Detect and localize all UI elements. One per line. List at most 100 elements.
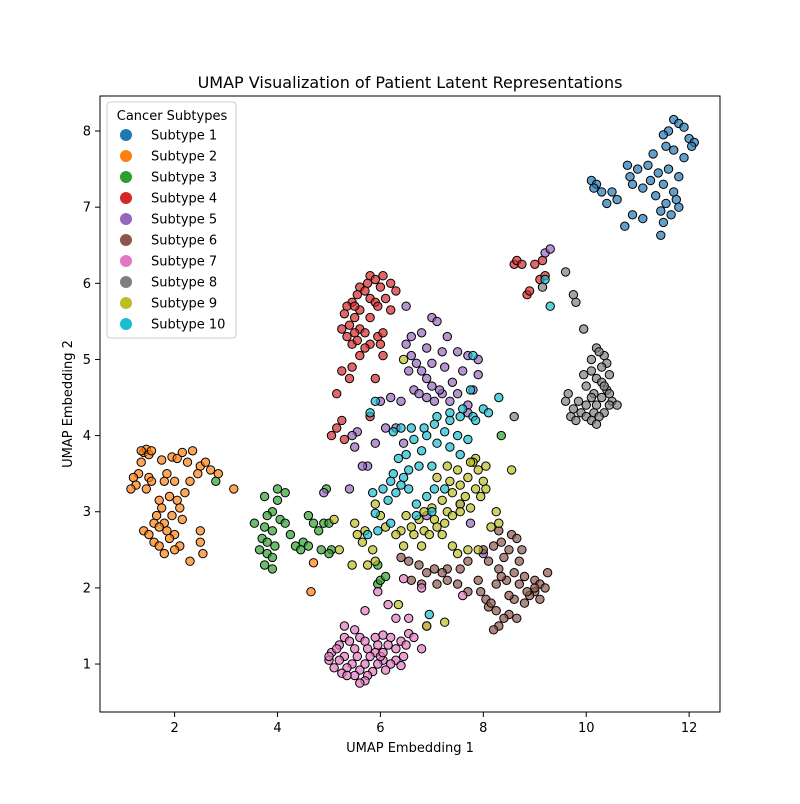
data-point [368,488,378,498]
x-tick-label: 6 [376,721,384,736]
data-point [229,484,239,494]
legend-entries: Subtype 1 Subtype 2 Subtype 3 Subtype 4 Subt… [120,129,225,333]
legend-label: Subtype 2 [151,150,217,165]
data-point [306,587,316,597]
data-point [350,518,360,528]
data-point [136,457,146,467]
data-point [380,423,391,433]
data-point [586,392,597,403]
data-point [347,560,357,570]
legend-marker [120,255,132,267]
y-tick-label: 6 [83,277,91,292]
data-point [597,362,607,372]
data-point [411,510,422,521]
data-point [663,164,674,174]
data-point [488,625,499,635]
data-point [463,472,473,483]
data-point [473,465,483,475]
data-point [373,301,383,311]
legend-label: Subtype 1 [151,129,217,144]
data-point [347,362,357,372]
data-point [355,678,365,688]
data-point [422,621,432,631]
x-tick-label: 10 [578,721,595,736]
data-point [504,590,514,601]
data-point [169,476,180,486]
data-point [308,558,319,568]
data-point [458,366,468,376]
legend-box [106,101,237,339]
data-point [455,480,465,490]
data-point [473,370,483,380]
data-point [406,350,416,361]
data-point [401,510,411,521]
data-point [491,507,501,517]
data-point [437,529,447,540]
data-point [378,350,388,361]
data-point [422,430,432,441]
data-point [447,541,458,551]
data-point [458,404,468,414]
legend-label: Subtype 10 [151,318,225,333]
legend-marker [120,297,132,309]
data-point [416,583,427,593]
data-point [280,488,290,498]
legend-label: Subtype 5 [151,213,217,228]
data-point [409,434,419,445]
data-point [429,396,440,406]
data-point [350,301,360,311]
legend-marker [120,276,132,288]
data-point [357,537,368,547]
data-point [380,571,391,582]
data-point [465,457,476,467]
x-tick-label: 2 [170,721,178,736]
data-point [177,514,188,525]
data-point [182,457,193,467]
data-point [499,552,509,563]
legend-marker [120,234,132,246]
data-point [512,613,522,623]
data-point [262,537,272,547]
data-point [674,202,684,212]
data-point [432,522,442,532]
data-point [344,320,355,330]
data-point [597,187,607,197]
data-point [362,529,373,540]
data-point [375,282,386,292]
data-point [360,659,370,669]
data-point [440,362,450,372]
data-point [506,465,517,475]
data-point [177,447,188,458]
data-point [465,503,476,513]
data-point [419,507,429,517]
data-point [607,187,617,197]
data-point [542,568,553,578]
data-point [504,545,514,555]
series-subtype-3 [211,430,506,589]
data-point [494,518,504,528]
y-tick-label: 5 [83,353,91,368]
data-point [337,366,347,376]
x-axis-label: UMAP Embedding 1 [346,741,474,756]
data-point [350,670,360,681]
data-point [463,545,473,555]
data-point [406,331,416,342]
data-point [491,579,501,589]
data-point [437,347,447,357]
data-point [440,617,450,627]
data-point [463,556,473,566]
data-point [445,476,455,486]
data-point [424,609,434,620]
data-point [427,358,437,368]
data-point [337,324,347,334]
chart-title: UMAP Visualization of Patient Latent Rep… [198,73,623,92]
data-point [159,476,170,486]
data-point [509,411,519,422]
data-point [679,153,689,163]
plot-frame [99,95,721,713]
data-point [386,659,396,669]
data-point [586,354,597,365]
data-point [447,377,458,387]
